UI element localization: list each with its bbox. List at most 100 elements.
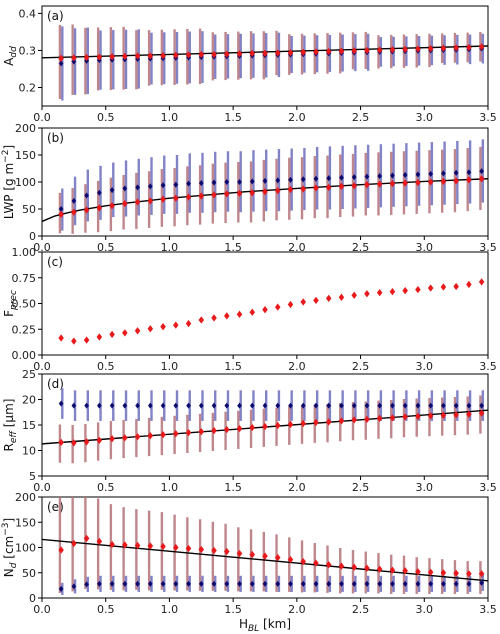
fit-line bbox=[42, 539, 488, 580]
data-point-red bbox=[250, 309, 255, 316]
plot-area bbox=[42, 139, 488, 234]
plot-area bbox=[42, 493, 488, 595]
y-tick-label: 200 bbox=[15, 491, 36, 504]
x-tick-label: 2.0 bbox=[288, 360, 306, 373]
data-point-red bbox=[135, 327, 140, 334]
x-axis-label: HBL [km] bbox=[239, 617, 291, 634]
y-axis-label: Reff [μm] bbox=[2, 399, 19, 452]
x-tick-label: 1.5 bbox=[224, 360, 242, 373]
x-tick-label: 0.5 bbox=[97, 603, 115, 616]
x-tick-label: 2.0 bbox=[288, 481, 306, 494]
y-tick-label: 100 bbox=[15, 176, 36, 189]
data-point-red bbox=[288, 301, 293, 308]
plot-area bbox=[42, 25, 488, 101]
data-point-red bbox=[84, 337, 89, 344]
panel-label: (b) bbox=[47, 131, 64, 145]
x-tick-label: 3.5 bbox=[479, 481, 497, 494]
x-tick-label: 0.5 bbox=[97, 481, 115, 494]
x-tick-label: 3.0 bbox=[416, 111, 434, 124]
x-tick-label: 1.5 bbox=[224, 481, 242, 494]
x-tick-label: 3.5 bbox=[479, 360, 497, 373]
x-tick-label: 3.0 bbox=[416, 481, 434, 494]
data-point-red bbox=[97, 334, 102, 341]
panel-label: (c) bbox=[47, 255, 63, 269]
data-point-red bbox=[454, 283, 459, 290]
x-tick-label: 2.5 bbox=[352, 111, 370, 124]
y-tick-label: 0.2 bbox=[19, 81, 37, 94]
x-tick-label: 2.0 bbox=[288, 603, 306, 616]
plot-area bbox=[42, 388, 488, 463]
y-tick-label: 0.4 bbox=[19, 7, 37, 20]
x-tick-label: 3.0 bbox=[416, 360, 434, 373]
y-tick-label: 0.25 bbox=[12, 323, 37, 336]
data-point-red bbox=[262, 306, 267, 313]
data-point-red bbox=[313, 297, 318, 304]
data-point-red bbox=[211, 315, 216, 322]
data-point-red bbox=[403, 287, 408, 294]
panel-a: 0.0 0.5 1.0 1.5 2.0 2.5 3.0 3.50.20.30.4 (a)Add bbox=[2, 6, 497, 124]
x-tick-label: 3.5 bbox=[479, 603, 497, 616]
data-point-red bbox=[275, 304, 280, 311]
y-tick-label: 100 bbox=[15, 542, 36, 555]
data-point-red bbox=[339, 294, 344, 301]
y-axis-label: Fprec bbox=[2, 290, 19, 317]
data-point-red bbox=[415, 286, 420, 293]
y-tick-label: 20 bbox=[22, 394, 36, 407]
x-tick-label: 2.5 bbox=[352, 481, 370, 494]
data-point-red bbox=[466, 281, 471, 288]
y-tick-label: 150 bbox=[15, 149, 36, 162]
data-point-red bbox=[71, 338, 76, 345]
data-point-red bbox=[148, 325, 153, 332]
x-tick-label: 1.0 bbox=[161, 111, 179, 124]
data-point-red bbox=[199, 317, 204, 324]
data-point-red bbox=[186, 320, 191, 327]
data-point-red bbox=[441, 284, 446, 291]
data-point-red bbox=[122, 329, 127, 336]
plot-area bbox=[59, 278, 485, 344]
x-tick-label: 2.5 bbox=[352, 603, 370, 616]
data-point-red bbox=[224, 312, 229, 319]
y-tick-label: 0.3 bbox=[19, 44, 37, 57]
y-tick-label: 0.00 bbox=[12, 349, 37, 362]
panel-label: (a) bbox=[47, 9, 64, 23]
x-tick-label: 2.5 bbox=[352, 360, 370, 373]
y-tick-label: 200 bbox=[15, 122, 36, 135]
x-tick-label: 1.0 bbox=[161, 603, 179, 616]
x-tick-label: 2.0 bbox=[288, 111, 306, 124]
panel-e: 0.0 0.5 1.0 1.5 2.0 2.5 3.0 3.5 0 50 100 150 200 (e) N… bbox=[1, 491, 497, 616]
x-tick-label: 1.5 bbox=[224, 111, 242, 124]
data-point-red bbox=[479, 278, 484, 285]
data-point-red bbox=[59, 335, 64, 342]
data-point-red bbox=[352, 292, 357, 299]
panel-c: 0.0 0.5 1.0 1.5 2.0 2.5 3.0 3.50.000.250.500.75… bbox=[2, 246, 497, 373]
y-tick-label: 50 bbox=[22, 567, 36, 580]
data-point-red bbox=[428, 285, 433, 292]
data-point-red bbox=[161, 323, 166, 330]
x-tick-label: 3.0 bbox=[416, 603, 434, 616]
y-tick-label: 15 bbox=[22, 419, 36, 432]
data-point-red bbox=[237, 311, 242, 318]
panel-label: (e) bbox=[47, 500, 64, 514]
plot-frame bbox=[42, 252, 488, 355]
y-tick-label: 25 bbox=[22, 368, 36, 381]
data-point-red bbox=[364, 290, 369, 297]
y-tick-label: 50 bbox=[22, 203, 36, 216]
x-tick-label: 1.5 bbox=[224, 603, 242, 616]
y-tick-label: 0 bbox=[29, 592, 36, 605]
y-axis-label: Add bbox=[2, 46, 19, 66]
panel-b: 0.0 0.5 1.0 1.5 2.0 2.5 3.0 3.5 0 50 100 150 200 (b) L… bbox=[1, 122, 497, 254]
y-tick-label: 5 bbox=[29, 470, 36, 483]
data-point-red bbox=[326, 295, 331, 302]
x-tick-label: 1.0 bbox=[161, 481, 179, 494]
y-tick-label: 0 bbox=[29, 230, 36, 243]
y-tick-label: 1.00 bbox=[12, 246, 37, 259]
x-tick-label: 1.0 bbox=[161, 360, 179, 373]
panel-d: 0.0 0.5 1.0 1.5 2.0 2.5 3.0 3.5510152025(d)Reff… bbox=[2, 368, 497, 494]
data-point-red bbox=[377, 289, 382, 296]
y-tick-label: 150 bbox=[15, 516, 36, 529]
data-point-red bbox=[301, 299, 306, 306]
x-tick-label: 0.5 bbox=[97, 111, 115, 124]
y-tick-label: 0.75 bbox=[12, 272, 37, 285]
x-tick-label: 3.5 bbox=[479, 111, 497, 124]
